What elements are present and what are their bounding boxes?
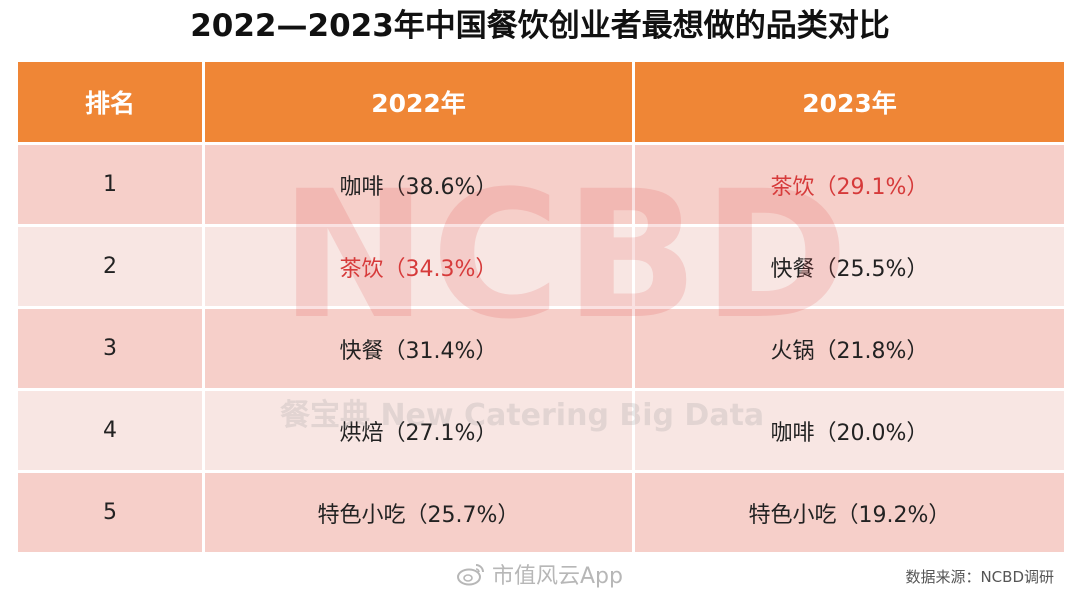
header-rank: 排名 (18, 62, 205, 142)
rank-cell: 3 (18, 309, 205, 388)
table-row: 3 快餐（31.4%） 火锅（21.8%） (18, 306, 1064, 388)
category-2022-cell: 茶饮（34.3%） (205, 227, 635, 306)
header-2023: 2023年 (802, 89, 897, 118)
category-2023-cell: 特色小吃（19.2%） (748, 502, 951, 528)
rank-cell: 2 (18, 227, 205, 306)
header-2022: 2022年 (205, 62, 635, 142)
category-2022-cell: 咖啡（38.6%） (205, 145, 635, 224)
table-header-row: 排名 2022年 2023年 (18, 62, 1064, 142)
category-2023-cell: 茶饮（29.1%） (770, 174, 929, 200)
page-title: 2022—2023年中国餐饮创业者最想做的品类对比 (190, 8, 890, 44)
weibo-icon (457, 564, 484, 586)
category-2023-cell: 火锅（21.8%） (770, 338, 929, 364)
comparison-table: 排名 2022年 2023年 1 咖啡（38.6%） 茶饮（29.1%） 2 茶… (18, 62, 1064, 552)
data-source-note: 数据来源：NCBD调研 (905, 568, 1054, 586)
category-2022-cell: 快餐（31.4%） (205, 309, 635, 388)
table-row: 4 烘焙（27.1%） 咖啡（20.0%） (18, 388, 1064, 470)
weibo-watermark: 市值风云App (456, 558, 623, 590)
category-2023-cell: 咖啡（20.0%） (770, 420, 929, 446)
table-row: 5 特色小吃（25.7%） 特色小吃（19.2%） (18, 470, 1064, 552)
weibo-account-name: 市值风云App (492, 564, 623, 589)
rank-cell: 4 (18, 391, 205, 470)
category-2023-cell: 快餐（25.5%） (770, 256, 929, 282)
category-2022-cell: 烘焙（27.1%） (205, 391, 635, 470)
rank-cell: 1 (18, 145, 205, 224)
table-row: 2 茶饮（34.3%） 快餐（25.5%） (18, 224, 1064, 306)
table-row: 1 咖啡（38.6%） 茶饮（29.1%） (18, 142, 1064, 224)
rank-cell: 5 (18, 473, 205, 552)
category-2022-cell: 特色小吃（25.7%） (205, 473, 635, 552)
